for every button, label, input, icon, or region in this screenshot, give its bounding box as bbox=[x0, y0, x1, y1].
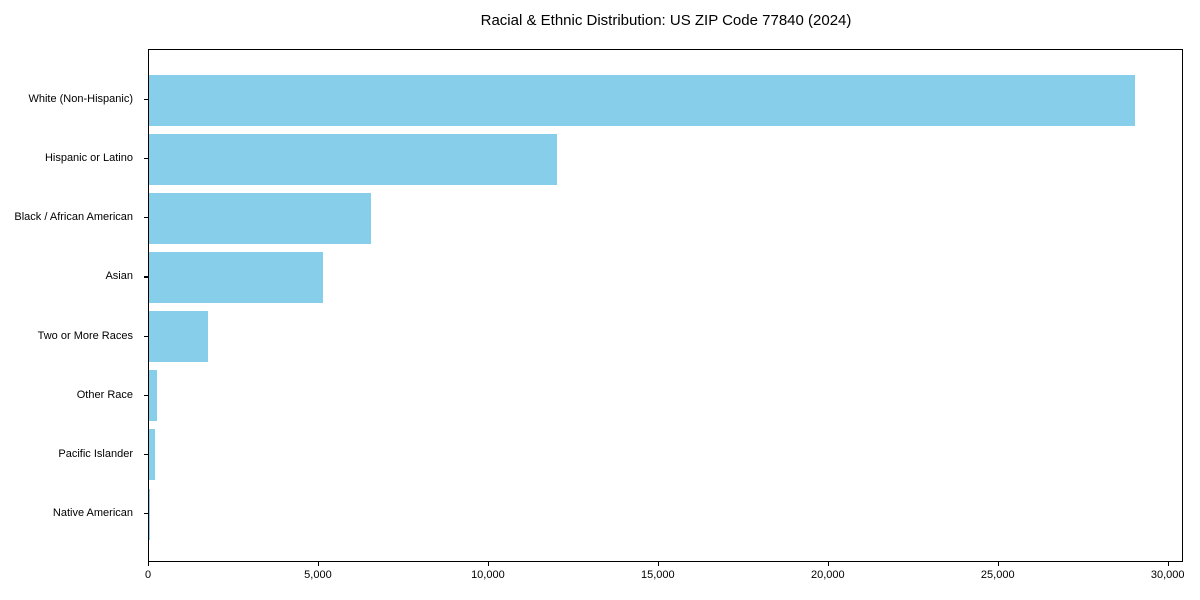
y-axis-tick bbox=[144, 453, 148, 456]
x-tick-label: 15,000 bbox=[641, 569, 675, 581]
bar bbox=[149, 251, 324, 303]
y-tick-label: Hispanic or Latino bbox=[44, 152, 133, 165]
y-axis-tick bbox=[144, 335, 148, 337]
bar bbox=[149, 74, 1135, 126]
x-tick-label: 25,000 bbox=[980, 569, 1015, 581]
y-tick-label: Asian bbox=[105, 270, 133, 283]
x-axis-tick bbox=[148, 562, 150, 566]
y-tick-label: Pacific Islander bbox=[58, 447, 133, 460]
y-axis-tick bbox=[144, 276, 148, 278]
bar bbox=[149, 311, 209, 363]
x-axis-tick bbox=[827, 562, 829, 566]
bar bbox=[149, 370, 157, 422]
x-tick-label: 5,000 bbox=[304, 569, 332, 581]
x-axis-tick bbox=[487, 562, 490, 566]
y-tick-label: Black / African American bbox=[14, 211, 133, 224]
y-tick-label: White (Non-Hispanic) bbox=[28, 93, 133, 105]
y-tick-label: Other Race bbox=[76, 388, 133, 401]
x-tick-label: 20,000 bbox=[810, 569, 845, 581]
bar bbox=[149, 488, 151, 540]
x-axis-tick bbox=[657, 562, 660, 566]
y-axis-tick bbox=[144, 158, 148, 160]
y-axis-tick bbox=[144, 99, 148, 101]
y-tick-label: Two or More Races bbox=[37, 329, 133, 342]
y-axis-tick bbox=[144, 394, 148, 396]
y-axis-tick bbox=[144, 513, 148, 515]
x-axis-tick bbox=[997, 562, 999, 566]
y-tick-label: Native American bbox=[52, 507, 133, 519]
x-tick-label: 10,000 bbox=[471, 569, 505, 581]
bar bbox=[149, 192, 372, 244]
bar bbox=[149, 133, 557, 185]
x-tick-label: 30,000 bbox=[1150, 569, 1185, 581]
x-tick-label: 0 bbox=[144, 569, 152, 581]
chart-title: Racial & Ethnic Distribution: US ZIP Cod… bbox=[480, 12, 852, 29]
x-axis-tick bbox=[317, 562, 320, 566]
bar bbox=[149, 429, 155, 481]
y-axis-tick bbox=[144, 217, 148, 219]
x-axis-tick bbox=[1167, 562, 1169, 566]
plot-area bbox=[148, 49, 1183, 562]
